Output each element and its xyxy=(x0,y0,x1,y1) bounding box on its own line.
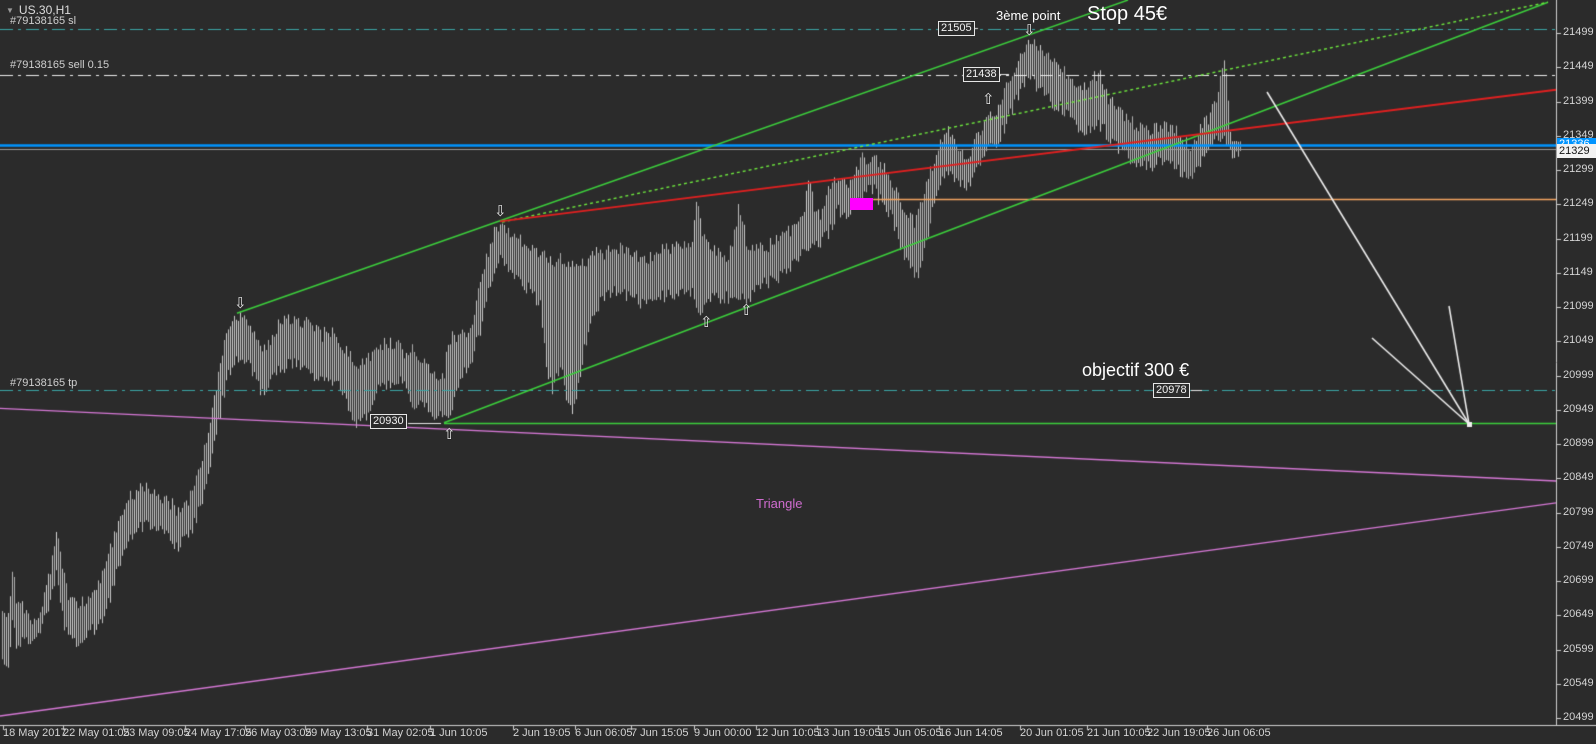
time-axis-label: 31 May 02:05 xyxy=(367,727,434,739)
down-arrow-marker-icon[interactable]: ⇩ xyxy=(234,295,247,312)
price-axis-label: 21149 xyxy=(1563,265,1593,278)
price-axis-label: 20649 xyxy=(1563,608,1594,621)
up-arrow-marker-icon[interactable]: ⇧ xyxy=(740,302,753,319)
price-axis-label: 21249 xyxy=(1563,197,1594,210)
time-axis-label: 15 Jun 05:05 xyxy=(878,727,942,739)
price-tag-sl[interactable]: 21505 xyxy=(938,21,975,36)
highlight-rectangle[interactable] xyxy=(850,198,873,210)
annotation-objective[interactable]: objectif 300 € xyxy=(1082,360,1190,380)
time-axis-label: 16 Jun 14:05 xyxy=(939,727,1003,739)
symbol-title-label: US.30,H1 xyxy=(18,3,71,17)
price-axis-label: 20499 xyxy=(1563,711,1594,723)
time-axis-label: 23 May 09:05 xyxy=(123,727,190,739)
price-axis-label: 20799 xyxy=(1563,505,1594,518)
price-axis-label: 20949 xyxy=(1563,402,1594,415)
price-axis-label: 20849 xyxy=(1563,471,1594,484)
time-axis-label: 22 May 01:05 xyxy=(63,727,130,739)
time-axis-label: 12 Jun 10:05 xyxy=(756,727,820,739)
time-axis-label: 13 Jun 19:05 xyxy=(817,727,881,739)
order-sell-entry-label[interactable]: #79138165 sell 0.15 xyxy=(10,59,110,71)
price-axis-label: 21049 xyxy=(1563,334,1594,347)
price-axis-label: 21499 xyxy=(1563,26,1594,38)
time-axis-label: 1 Jun 10:05 xyxy=(430,727,488,739)
time-axis-label: 18 May 2017 xyxy=(3,727,67,739)
price-axis-label: 20599 xyxy=(1563,642,1594,655)
down-arrow-marker-icon[interactable]: ⇩ xyxy=(494,203,507,220)
price-axis-label: 21099 xyxy=(1563,300,1594,312)
annotation-triangle[interactable]: Triangle xyxy=(756,496,803,511)
price-axis-label: 21399 xyxy=(1563,94,1594,107)
order-take-profit-label[interactable]: #79138165 tp xyxy=(10,377,78,389)
time-axis-label: 7 Jun 15:05 xyxy=(631,727,689,739)
dropdown-caret-icon: ▼ xyxy=(6,5,14,15)
time-axis-label: 29 May 13:05 xyxy=(305,727,372,739)
up-arrow-marker-icon[interactable]: ⇧ xyxy=(443,426,456,443)
annotation-third-point[interactable]: 3ème point xyxy=(996,8,1061,23)
time-axis-label: 26 May 03:05 xyxy=(245,727,312,739)
price-axis-label: 21199 xyxy=(1563,231,1593,244)
price-tag-sell[interactable]: 21438 xyxy=(963,67,1000,82)
price-axis-label: 21349 xyxy=(1563,128,1594,141)
price-tag-support[interactable]: 20930 xyxy=(370,414,407,429)
price-tag-tp[interactable]: 20978 xyxy=(1153,383,1190,398)
symbol-title[interactable]: ▼ US.30,H1 xyxy=(6,3,71,17)
up-arrow-marker-icon[interactable]: ⇧ xyxy=(700,314,713,331)
price-axis-label: 21299 xyxy=(1563,163,1594,175)
price-axis-label: 21449 xyxy=(1563,60,1594,73)
price-axis-label: 20899 xyxy=(1563,437,1594,449)
time-axis-label: 20 Jun 01:05 xyxy=(1020,727,1084,739)
order-stop-loss-label[interactable]: #79138165 sl xyxy=(10,15,77,27)
last-price-axis-label: 21329 xyxy=(1557,144,1596,158)
price-axis-label: 20749 xyxy=(1563,539,1594,552)
price-axis-label: 20549 xyxy=(1563,676,1594,689)
annotation-stop[interactable]: Stop 45€ xyxy=(1087,3,1168,25)
time-axis-label: 2 Jun 19:05 xyxy=(513,727,571,739)
down-arrow-marker-icon[interactable]: ⇩ xyxy=(1023,22,1036,39)
time-axis-label: 26 Jun 06:05 xyxy=(1207,727,1271,739)
price-axis-label: 20999 xyxy=(1563,368,1594,381)
time-axis-label: 22 Jun 19:05 xyxy=(1147,727,1211,739)
price-axis-label: 20699 xyxy=(1563,574,1594,586)
up-arrow-marker-icon[interactable]: ⇧ xyxy=(982,91,995,108)
time-axis-label: 9 Jun 00:00 xyxy=(694,727,752,739)
time-axis-label: 6 Jun 06:05 xyxy=(575,727,633,739)
time-axis-label: 24 May 17:05 xyxy=(185,727,252,739)
time-axis-label: 21 Jun 10:05 xyxy=(1087,727,1151,739)
